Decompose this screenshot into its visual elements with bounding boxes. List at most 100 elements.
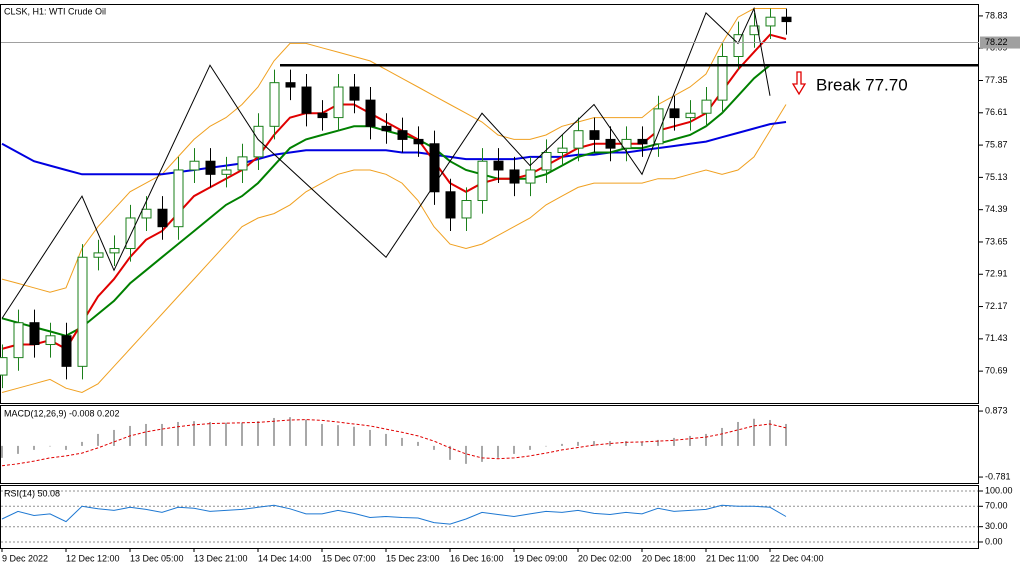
candle-body xyxy=(13,322,24,359)
zigzag xyxy=(1,6,771,319)
candle-body xyxy=(253,125,264,158)
last-price-label: 78.22 xyxy=(985,37,1008,47)
candle-body xyxy=(701,99,712,114)
candle-body xyxy=(429,143,440,193)
x-tick-label: 13 Dec 21:00 xyxy=(194,553,248,563)
candle-body xyxy=(765,16,776,27)
candle-body xyxy=(269,82,280,127)
macd-bar xyxy=(241,422,243,446)
macd-bar xyxy=(433,445,435,450)
macd-bar xyxy=(609,441,611,446)
macd-bar xyxy=(97,433,99,446)
macd-bar xyxy=(113,429,115,446)
candle-body xyxy=(349,86,360,101)
x-tick-label: 9 Dec 2022 xyxy=(2,553,48,563)
x-tick-label: 14 Dec 14:00 xyxy=(258,553,312,563)
y-tick-label: -0.781 xyxy=(985,471,1011,481)
candle-body xyxy=(493,160,504,171)
macd-bar xyxy=(225,422,227,446)
candle-body xyxy=(653,108,664,145)
candle-body xyxy=(45,335,56,346)
candle-body xyxy=(573,130,584,149)
candle-body xyxy=(61,335,72,367)
macd-bar xyxy=(481,445,483,462)
macd-bar xyxy=(657,439,659,446)
macd-bar xyxy=(65,445,67,450)
indicator-line xyxy=(1,121,787,176)
panel-title: MACD(12,26,9) -0.008 0.202 xyxy=(4,408,120,418)
macd-panel xyxy=(0,405,979,484)
candle-body xyxy=(221,169,232,175)
candle-body xyxy=(365,99,376,127)
candle-body xyxy=(605,138,616,149)
macd-bar xyxy=(577,441,579,446)
x-tick-label: 22 Dec 04:00 xyxy=(770,553,824,563)
candle-body xyxy=(189,160,200,171)
candle-body xyxy=(29,322,40,346)
macd-bar xyxy=(689,435,691,446)
y-tick-label: 75.13 xyxy=(985,172,1008,182)
candle-body xyxy=(477,160,488,202)
y-tick-label: 30.00 xyxy=(985,521,1008,531)
last-price-tag xyxy=(980,36,1020,49)
x-tick-label: 13 Dec 05:00 xyxy=(130,553,184,563)
candle-body xyxy=(0,357,8,376)
x-tick-label: 20 Dec 18:00 xyxy=(642,553,696,563)
y-tick-label: 77.35 xyxy=(985,75,1008,85)
x-tick-label: 15 Dec 23:00 xyxy=(386,553,440,563)
y-tick-label: 70.69 xyxy=(985,366,1008,376)
panel-title: RSI(14) 50.08 xyxy=(4,488,60,498)
candle-body xyxy=(301,86,312,114)
candle-body xyxy=(285,82,296,88)
candle-body xyxy=(589,130,600,140)
macd-bar xyxy=(385,433,387,446)
y-tick-label: 0.873 xyxy=(985,405,1008,415)
macd-bar xyxy=(641,441,643,446)
candle-body xyxy=(717,55,728,101)
y-tick-label: 76.61 xyxy=(985,107,1008,117)
candle-body xyxy=(445,191,456,219)
y-tick-label: 72.91 xyxy=(985,269,1008,279)
candle-body xyxy=(141,208,152,219)
rsi-panel xyxy=(0,485,979,549)
y-tick-label: 75.87 xyxy=(985,139,1008,149)
macd-bar xyxy=(177,421,179,446)
macd-bar xyxy=(417,441,419,446)
macd-bar xyxy=(1,445,3,458)
macd-bar xyxy=(449,445,451,460)
macd-bar xyxy=(289,417,291,446)
candle-body xyxy=(637,138,648,145)
y-tick-label: 70.00 xyxy=(985,501,1008,511)
candle-body xyxy=(541,152,552,171)
candle-body xyxy=(205,160,216,175)
chart-title: CLSK, H1: WTI Crude Oil xyxy=(4,6,106,16)
macd-bar xyxy=(625,441,627,446)
y-tick-label: 73.65 xyxy=(985,236,1008,246)
macd-bar xyxy=(737,421,739,446)
candle-body xyxy=(333,86,344,119)
x-tick-label: 20 Dec 02:00 xyxy=(578,553,632,563)
candle-body xyxy=(509,169,520,184)
macd-bar xyxy=(721,427,723,446)
macd-bar xyxy=(401,437,403,446)
macd-bar xyxy=(561,443,563,446)
indicator-line xyxy=(1,8,786,293)
x-tick-label: 21 Dec 11:00 xyxy=(706,553,759,563)
rsi-line xyxy=(1,504,787,525)
macd-bar xyxy=(145,423,147,446)
macd-bar xyxy=(193,421,195,446)
macd-bar xyxy=(17,445,19,454)
candle-body xyxy=(557,147,568,154)
y-tick-label: 72.17 xyxy=(985,301,1008,311)
macd-bar xyxy=(369,429,371,446)
macd-bar xyxy=(497,445,499,458)
candle-body xyxy=(461,200,472,219)
candle-body xyxy=(669,108,680,119)
macd-bar xyxy=(513,445,515,454)
candle-body xyxy=(685,112,696,119)
macd-bar xyxy=(529,445,531,450)
y-tick-label: 74.39 xyxy=(985,204,1008,214)
x-tick-label: 12 Dec 12:00 xyxy=(66,553,120,563)
